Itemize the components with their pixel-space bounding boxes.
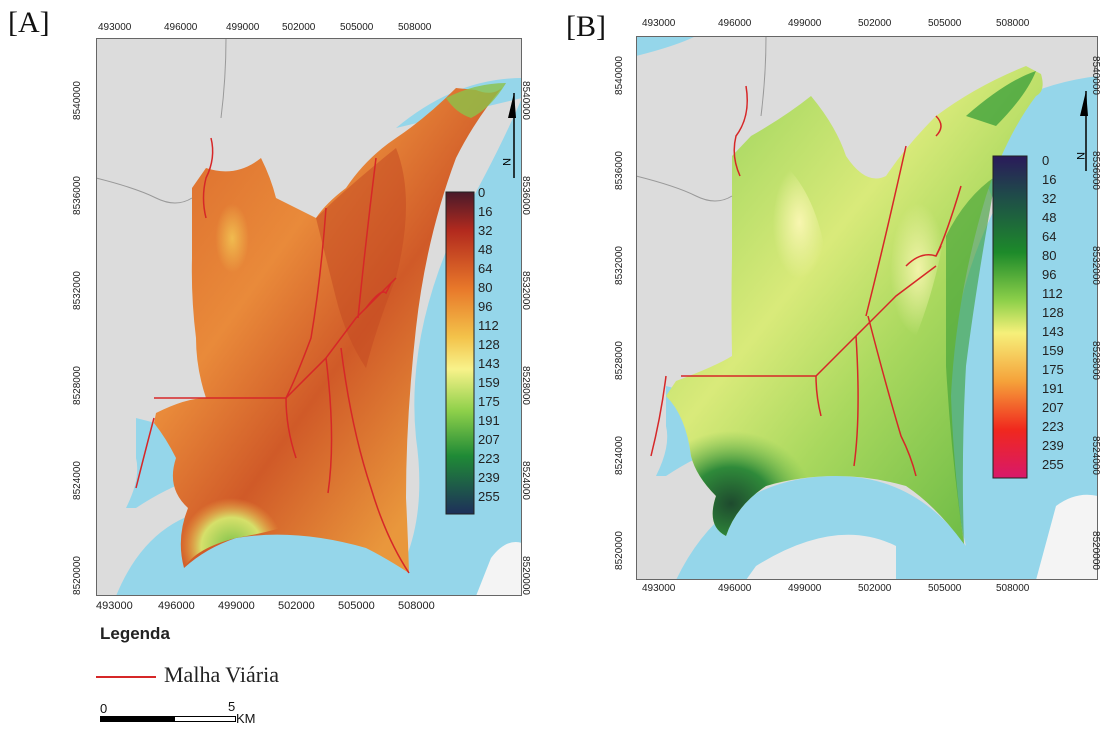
x-tick-label: 508000 — [996, 583, 1030, 594]
y-tick-label: 8524000 — [71, 461, 83, 500]
y-tick-label: 8532000 — [519, 271, 531, 310]
map-b-frame — [636, 36, 1098, 580]
x-tick-label: 496000 — [718, 583, 752, 594]
map-panel-b: N — [636, 36, 1098, 580]
x-tick-label: 499000 — [226, 22, 260, 33]
ramp-label: 32 — [478, 223, 493, 238]
ramp-label: 80 — [478, 280, 493, 295]
map-a-frame — [96, 38, 522, 596]
ramp-label: 16 — [1042, 172, 1057, 187]
ramp-label: 191 — [478, 413, 500, 428]
ramp-label: 64 — [478, 261, 493, 276]
scalebar — [100, 716, 236, 722]
ramp-label: 96 — [478, 299, 493, 314]
ramp-label: 0 — [1042, 153, 1050, 168]
x-tick-label: 493000 — [642, 18, 676, 29]
x-tick-label: 496000 — [718, 18, 752, 29]
x-tick-label: 493000 — [96, 600, 133, 612]
x-tick-label: 502000 — [282, 22, 316, 33]
x-tick-label: 499000 — [788, 583, 822, 594]
y-tick-label: 8528000 — [71, 366, 83, 405]
legend-title: Legenda — [100, 624, 170, 643]
y-tick-label: 8524000 — [613, 436, 625, 475]
panel-a-label: [A] — [8, 6, 50, 39]
scalebar-unit-label: KM — [236, 711, 256, 726]
x-tick-label: 508000 — [996, 18, 1030, 29]
ramp-label: 223 — [1042, 419, 1064, 434]
y-tick-label: 8528000 — [1089, 341, 1101, 380]
x-tick-label: 502000 — [278, 600, 315, 612]
ramp-label: 255 — [478, 489, 500, 504]
y-tick-label: 8536000 — [519, 176, 531, 215]
ramp-label: 128 — [1042, 305, 1064, 320]
y-tick-label: 8524000 — [519, 461, 531, 500]
x-tick-label: 508000 — [398, 22, 432, 33]
x-tick-label: 505000 — [338, 600, 375, 612]
ramp-label: 48 — [478, 242, 493, 257]
x-tick-label: 496000 — [164, 22, 198, 33]
x-tick-label: 502000 — [858, 18, 892, 29]
ramp-label: 64 — [1042, 229, 1057, 244]
y-tick-label: 8520000 — [1089, 531, 1101, 570]
ramp-label: 207 — [1042, 400, 1064, 415]
x-tick-label: 505000 — [340, 22, 374, 33]
x-tick-label: 508000 — [398, 600, 435, 612]
ramp-label: 16 — [478, 204, 493, 219]
ramp-label: 96 — [1042, 267, 1057, 282]
scalebar-empty-segment — [174, 716, 236, 722]
y-tick-label: 8532000 — [71, 271, 83, 310]
x-tick-label: 493000 — [642, 583, 676, 594]
ramp-label: 159 — [1042, 343, 1064, 358]
ramp-label: 80 — [1042, 248, 1057, 263]
y-tick-label: 8536000 — [71, 176, 83, 215]
x-tick-label: 502000 — [858, 583, 892, 594]
ramp-label: 143 — [478, 356, 500, 371]
y-tick-label: 8520000 — [519, 556, 531, 595]
ramp-label: 239 — [478, 470, 500, 485]
y-tick-label: 8540000 — [71, 81, 83, 120]
map-panel-a: N — [96, 38, 522, 596]
y-tick-label: 8540000 — [519, 81, 531, 120]
ramp-label: 48 — [1042, 210, 1057, 225]
y-tick-label: 8520000 — [613, 531, 625, 570]
x-tick-label: 505000 — [928, 18, 962, 29]
y-tick-label: 8540000 — [613, 56, 625, 95]
x-tick-label: 505000 — [928, 583, 962, 594]
ramp-label: 255 — [1042, 457, 1064, 472]
x-tick-label: 496000 — [158, 600, 195, 612]
ramp-label: 112 — [478, 318, 499, 333]
y-tick-label: 8528000 — [519, 366, 531, 405]
road-legend-label: Malha Viária — [164, 662, 279, 687]
x-tick-label: 499000 — [218, 600, 255, 612]
y-tick-label: 8536000 — [613, 151, 625, 190]
panel-b-label: [B] — [566, 10, 606, 43]
y-tick-label: 8520000 — [71, 556, 83, 595]
map-a-canvas — [96, 38, 522, 596]
ramp-label: 175 — [1042, 362, 1064, 377]
y-tick-label: 8536000 — [1089, 151, 1101, 190]
scalebar-filled-segment — [100, 716, 174, 722]
ramp-label: 32 — [1042, 191, 1057, 206]
ramp-label: 143 — [1042, 324, 1064, 339]
scalebar-mid-label: 5 — [228, 699, 236, 714]
y-tick-label: 8540000 — [1089, 56, 1101, 95]
ramp-label: 128 — [478, 337, 500, 352]
ramp-label: 239 — [1042, 438, 1064, 453]
y-tick-label: 8532000 — [1089, 246, 1101, 285]
x-tick-label: 499000 — [788, 18, 822, 29]
x-tick-label: 493000 — [98, 22, 132, 33]
ramp-label: 0 — [478, 185, 486, 200]
ramp-label: 223 — [478, 451, 500, 466]
ramp-label: 175 — [478, 394, 500, 409]
ramp-label: 159 — [478, 375, 500, 390]
ramp-label: 112 — [1042, 286, 1063, 301]
ramp-label: 191 — [1042, 381, 1064, 396]
map-b-canvas — [636, 36, 1098, 580]
y-tick-label: 8532000 — [613, 246, 625, 285]
road-legend-line — [96, 676, 156, 678]
y-tick-label: 8528000 — [613, 341, 625, 380]
scalebar-start-label: 0 — [100, 701, 108, 716]
y-tick-label: 8524000 — [1089, 436, 1101, 475]
ramp-label: 207 — [478, 432, 500, 447]
